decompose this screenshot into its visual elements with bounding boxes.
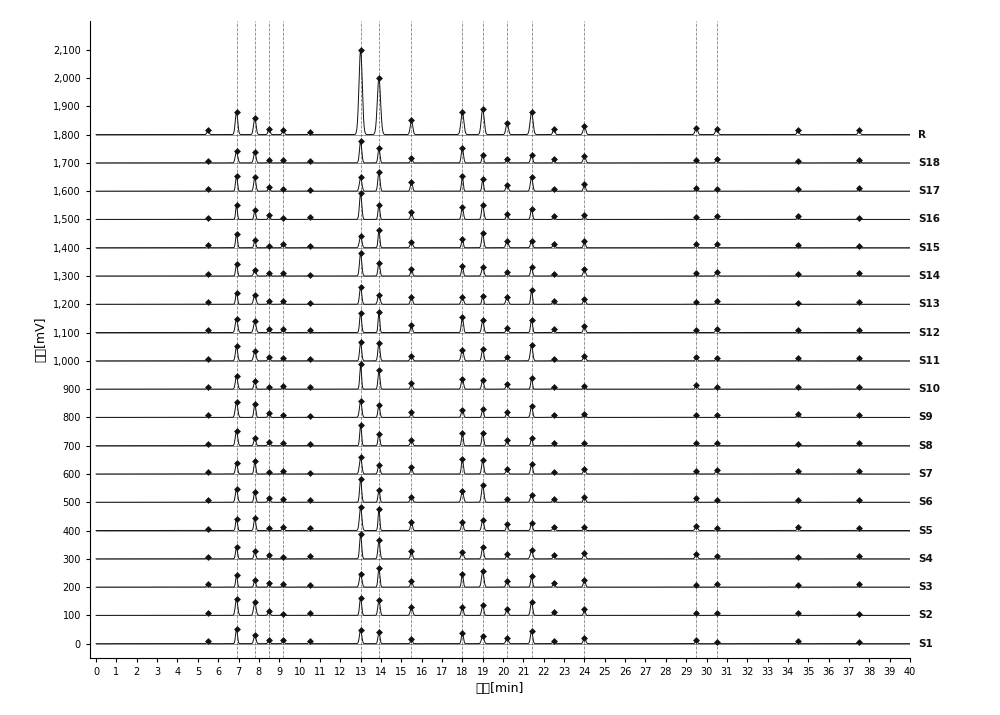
Text: S17: S17	[918, 186, 940, 196]
Text: S6: S6	[918, 497, 933, 507]
Text: S7: S7	[918, 469, 933, 479]
Text: S11: S11	[918, 356, 940, 366]
Text: S14: S14	[918, 271, 940, 281]
Text: S8: S8	[918, 440, 933, 450]
Text: S3: S3	[918, 582, 933, 592]
Text: S12: S12	[918, 327, 940, 337]
Text: S9: S9	[918, 413, 933, 423]
Text: R: R	[918, 129, 926, 139]
Text: S4: S4	[918, 554, 933, 564]
Text: S2: S2	[918, 611, 933, 621]
Text: S1: S1	[918, 638, 933, 649]
Text: S18: S18	[918, 158, 940, 168]
Text: S13: S13	[918, 300, 940, 310]
Text: S5: S5	[918, 526, 933, 536]
X-axis label: 时间[min]: 时间[min]	[476, 682, 524, 696]
Text: S16: S16	[918, 214, 940, 225]
Y-axis label: 信号[mV]: 信号[mV]	[35, 317, 48, 363]
Text: S10: S10	[918, 384, 940, 394]
Text: S15: S15	[918, 242, 940, 252]
